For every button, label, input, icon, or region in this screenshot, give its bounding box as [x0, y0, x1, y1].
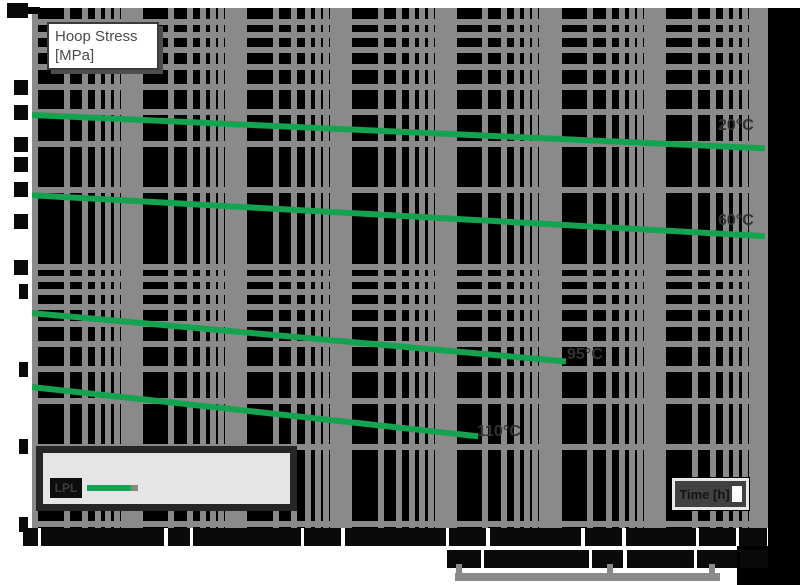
x-axis-tick-label-box [585, 528, 622, 546]
lcl-curve-60c [32, 192, 766, 240]
gridline-horizontal [32, 84, 768, 91]
y-axis-tick-label-box [14, 80, 28, 95]
y-axis-tick-label-box [14, 214, 28, 229]
x-axis-tick-label-box [41, 528, 164, 546]
gridline-horizontal [32, 288, 768, 295]
years-bracket-tick [607, 564, 613, 581]
legend-line-sample-end [131, 485, 138, 491]
x-axis-tick-label-box [193, 528, 301, 546]
years-annotation-label-box [592, 550, 623, 568]
x-axis-tick-label-box [490, 528, 581, 546]
x-axis-title-caret [731, 486, 742, 502]
gridline-horizontal [32, 186, 768, 193]
years-annotation-label-box [484, 550, 589, 568]
curve-label-20c: 20°C [718, 117, 754, 134]
y-axis-tick-label-box [14, 260, 28, 275]
y-axis-title-line1: Hoop Stress [55, 28, 138, 45]
years-bracket-tick [456, 564, 462, 581]
legend-key-label: LPL [50, 478, 82, 498]
y-axis-tick-label-box [19, 439, 28, 454]
gridline-horizontal [32, 64, 768, 70]
gridline-horizontal [32, 46, 768, 53]
lcl-curve-95c [32, 310, 567, 365]
top-left-corner-notch [28, 7, 40, 14]
legend-entry-label: LPL [54, 481, 78, 495]
x-axis-tick-label-box [304, 528, 341, 546]
x-axis-tick-label-box [23, 528, 38, 546]
curve-label-110c: 110°C [477, 423, 521, 440]
gridline-horizontal [32, 109, 768, 116]
gridline-horizontal [32, 303, 768, 310]
years-bracket-tick [709, 564, 715, 581]
lcl-curve-110c [32, 384, 479, 440]
x-axis-title-label: Time [h] [679, 486, 730, 502]
years-annotation-label-box [740, 550, 768, 568]
plot-area [32, 8, 768, 528]
legend-line-sample [87, 485, 131, 491]
gridline-horizontal [32, 321, 768, 327]
x-axis-tick-label-box [626, 528, 696, 546]
curve-label-95c: 95°C [567, 346, 603, 363]
x-axis-tick-label-box [449, 528, 486, 546]
lcl-curve-20c [32, 111, 766, 152]
gridline-horizontal [32, 443, 768, 450]
years-annotation-label-box [447, 550, 481, 568]
gridline-horizontal [32, 275, 768, 282]
years-annotation-label-box [697, 550, 737, 568]
x-axis-tick-label-box [739, 528, 767, 546]
gridline-horizontal [32, 31, 768, 38]
y-axis-title-box: Hoop Stress [MPa] [47, 22, 159, 70]
gridline-horizontal [32, 366, 768, 373]
y-axis-tick-label-box [19, 362, 28, 377]
curve-label-60c: 60°C [718, 212, 754, 229]
x-axis-tick-label-box [345, 528, 446, 546]
gridline-horizontal [32, 398, 768, 405]
y-axis-tick-label-box [14, 137, 28, 152]
y-axis-tick-label-box [14, 157, 28, 172]
y-axis-tick-label-box [14, 182, 28, 197]
y-axis-title-line2: [MPa] [55, 47, 95, 64]
right-margin-fill [768, 8, 800, 585]
x-axis-tick-label-box [168, 528, 190, 546]
x-axis-title-inner: Time [h] [675, 481, 746, 507]
gridline-horizontal [32, 18, 768, 25]
years-bracket-line [455, 573, 720, 581]
y-axis-tick-label-box [14, 105, 28, 120]
gridline-horizontal [32, 521, 768, 527]
y-axis-tick-label-box [19, 284, 28, 299]
x-axis-tick-label-box [699, 528, 736, 546]
y-axis-tick-label-box [7, 3, 28, 18]
gridline-horizontal [32, 264, 768, 270]
y-axis-tick-label-box [19, 517, 28, 532]
gridline-horizontal [32, 141, 768, 148]
x-axis-title-box: Time [h] [671, 477, 750, 511]
curves-layer [32, 111, 766, 440]
years-annotation-label-box [627, 550, 694, 568]
